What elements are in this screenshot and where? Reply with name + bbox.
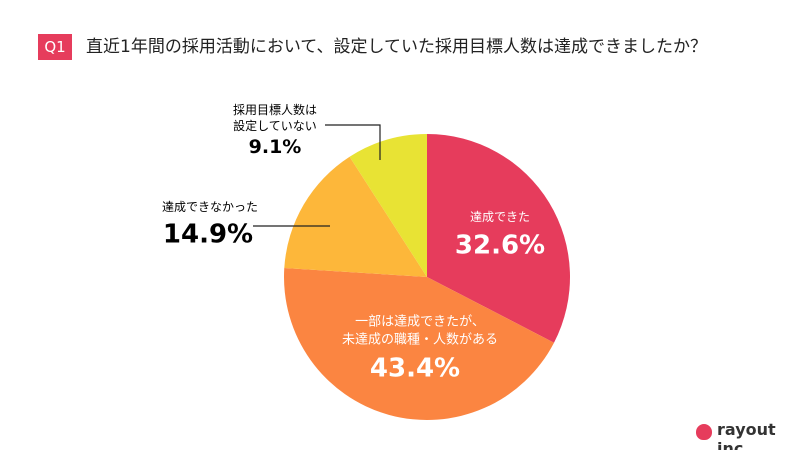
brand-logo — [696, 424, 712, 440]
pie-slice — [349, 134, 427, 277]
slice-label: 達成できなかった — [161, 199, 259, 214]
value-label: 32.6% — [454, 230, 546, 261]
leader-line — [325, 124, 381, 160]
value-label: 43.4% — [369, 353, 461, 384]
brand-name: rayout inc. — [717, 420, 776, 450]
slice-label: 達成できた — [469, 209, 531, 224]
value-label: 9.1% — [248, 136, 302, 159]
slice-label: 一部は達成できたが、 未達成の職種・人数がある — [341, 314, 499, 347]
pie-slice — [284, 268, 555, 421]
slice-label: 採用目標人数は 設定していない — [232, 102, 318, 133]
pie-slice — [284, 156, 427, 277]
pie-slice — [427, 134, 570, 343]
chart-title: 直近1年間の採用活動において、設定していた採用目標人数は達成できましたか？ — [86, 37, 707, 57]
value-label: 14.9% — [162, 219, 254, 250]
question-badge: Q1 — [38, 34, 72, 60]
